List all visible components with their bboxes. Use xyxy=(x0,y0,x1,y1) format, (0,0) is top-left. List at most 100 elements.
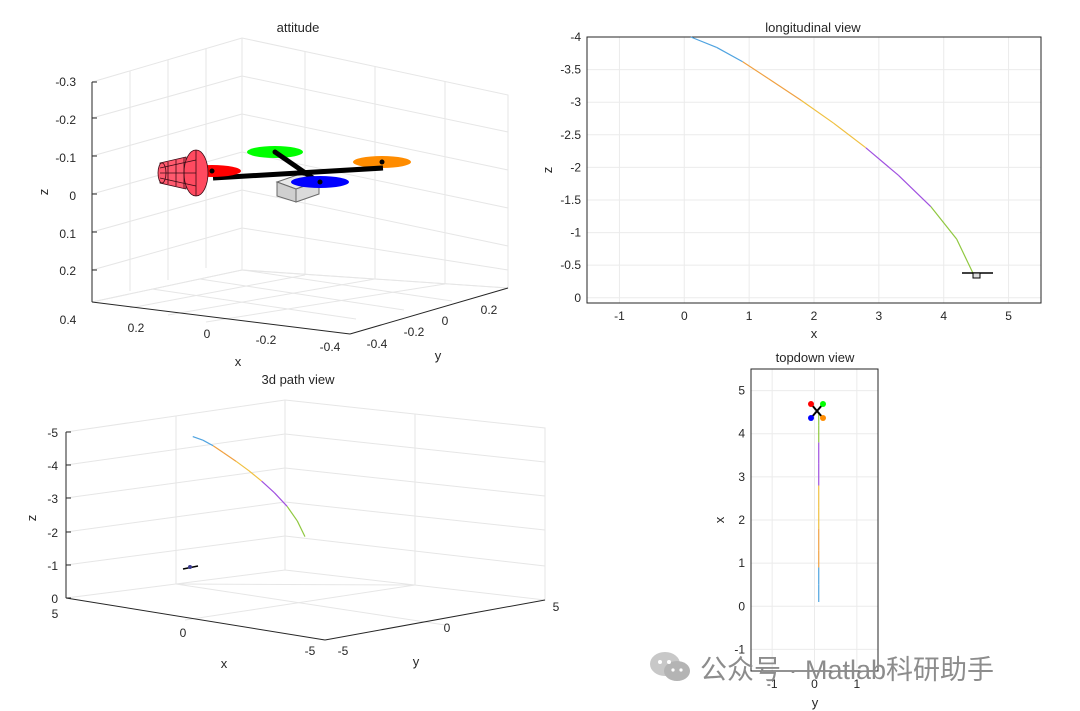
topdown-y-tick: 3 xyxy=(738,470,745,484)
attitude-z-tick: 0.1 xyxy=(59,227,76,241)
longitudinal-path-segment xyxy=(865,147,899,176)
topdown-y-tick: -1 xyxy=(734,642,745,656)
path3d-z-tickmarks xyxy=(66,431,71,599)
longitudinal-x-tick: 4 xyxy=(940,309,947,323)
longitudinal-vehicle xyxy=(962,272,993,279)
path3d-vehicle xyxy=(182,565,199,570)
longitudinal-y-tick: -3.5 xyxy=(560,63,581,77)
topdown-y-tick: 0 xyxy=(738,599,745,613)
wechat-icon xyxy=(650,652,690,681)
path3d-path-segment xyxy=(261,480,275,494)
watermark-text: 公众号 · Matlab科研助手 xyxy=(700,654,995,685)
topdown-x-label: y xyxy=(812,695,819,710)
path3d-x-tick: 0 xyxy=(180,626,187,640)
longitudinal-path-segment xyxy=(742,61,769,80)
attitude-x-label: x xyxy=(235,354,242,369)
attitude-axes xyxy=(91,82,509,335)
longitudinal-grid xyxy=(587,36,1041,303)
longitudinal-path-segment xyxy=(833,122,867,149)
longitudinal-x-tick: 2 xyxy=(811,309,818,323)
longitudinal-x-tick: 3 xyxy=(876,309,883,323)
longitudinal-path-segment xyxy=(956,238,974,274)
attitude-z-tick: -0.2 xyxy=(55,113,76,127)
topdown-x-tick: 1 xyxy=(853,677,860,691)
path3d-grid xyxy=(65,399,546,626)
path3d-z-ticks: -5 -4 -3 -2 -1 0 xyxy=(47,426,58,606)
attitude-x-tick: -0.2 xyxy=(256,333,277,347)
path3d-z-tick: 0 xyxy=(51,592,58,606)
path3d-axes xyxy=(65,432,546,641)
attitude-x-tick: 0 xyxy=(204,327,211,341)
path3d-path-segment xyxy=(248,470,262,482)
path3d-path-segment xyxy=(286,505,298,522)
topdown-y-tick: 1 xyxy=(738,556,745,570)
topdown-panel: topdown view -1 0 1 -1 0 1 2 3 4 5 y x xyxy=(712,350,879,710)
attitude-x-tick: -0.4 xyxy=(320,340,341,354)
longitudinal-path-segment xyxy=(716,46,743,63)
longitudinal-x-tick: 5 xyxy=(1005,309,1012,323)
longitudinal-y-tick: -0.5 xyxy=(560,258,581,272)
attitude-z-tick: 0 xyxy=(69,189,76,203)
longitudinal-path-segment xyxy=(690,36,717,48)
topdown-axes-box xyxy=(750,368,879,672)
path3d-x-ticks: 5 0 -5 xyxy=(52,607,316,658)
longitudinal-y-tick: -1.5 xyxy=(560,193,581,207)
attitude-z-ticks: -0.3 -0.2 -0.1 0 0.1 0.2 xyxy=(55,75,76,278)
topdown-x-ticks: -1 0 1 xyxy=(767,677,861,691)
longitudinal-x-tick: 1 xyxy=(746,309,753,323)
path3d-y-ticks: -5 0 5 xyxy=(338,600,560,658)
path3d-path-segment xyxy=(273,492,288,507)
topdown-rotor-right xyxy=(820,415,826,421)
path3d-z-tick: -3 xyxy=(47,492,58,506)
attitude-x-tick: 0.2 xyxy=(128,321,145,335)
longitudinal-y-tick: -2.5 xyxy=(560,128,581,142)
longitudinal-path-segment xyxy=(768,78,802,101)
path3d-x-tick: -5 xyxy=(305,644,316,658)
path3d-path xyxy=(192,436,306,537)
thrust-cone xyxy=(157,149,209,197)
topdown-rotor-front xyxy=(808,401,814,407)
attitude-z-label: z xyxy=(36,189,51,196)
topdown-x-tick: -1 xyxy=(767,677,778,691)
attitude-z-tick: 0.2 xyxy=(59,264,76,278)
longitudinal-y-tick: -2 xyxy=(570,160,581,174)
attitude-y-tick: 0.2 xyxy=(481,303,498,317)
attitude-y-tick: -0.4 xyxy=(367,337,388,351)
path3d-y-tick: 0 xyxy=(444,621,451,635)
path3d-x-tick: 5 xyxy=(52,607,59,621)
path3d-path-segment xyxy=(212,445,224,454)
path3d-y-tick: -5 xyxy=(338,644,349,658)
path3d-title: 3d path view xyxy=(262,372,336,387)
rotor-hubs xyxy=(209,149,385,185)
topdown-y-ticks: -1 0 1 2 3 4 5 xyxy=(734,384,745,657)
path3d-x-label: x xyxy=(221,656,228,671)
path3d-z-label: z xyxy=(24,515,39,522)
attitude-title: attitude xyxy=(277,20,320,35)
longitudinal-path-segment xyxy=(800,99,834,124)
attitude-z-tick: -0.3 xyxy=(55,75,76,89)
path3d-path-segment xyxy=(223,452,237,462)
path3d-y-label: y xyxy=(413,654,420,669)
path3d-z-tick: -4 xyxy=(47,459,58,473)
attitude-y-ticks: -0.4 -0.2 0 0.2 xyxy=(367,303,498,351)
longitudinal-x-tick: -1 xyxy=(614,309,625,323)
topdown-y-label: x xyxy=(712,516,727,523)
path3d-path-segment xyxy=(202,439,214,447)
path3d-y-tick: 5 xyxy=(553,600,560,614)
topdown-title: topdown view xyxy=(776,350,855,365)
attitude-x-tick: 0.4 xyxy=(60,313,77,327)
topdown-x-tick: 0 xyxy=(811,677,818,691)
attitude-panel: attitude xyxy=(36,20,509,369)
topdown-rotor-left xyxy=(820,401,826,407)
longitudinal-panel: longitudinal view -1 0 1 2 3 4 5 -4 -3.5… xyxy=(540,20,1042,341)
topdown-vehicle xyxy=(808,401,826,421)
attitude-z-tick: -0.1 xyxy=(55,151,76,165)
path3d-path-segment xyxy=(296,520,306,537)
longitudinal-axes-box xyxy=(586,36,1042,304)
longitudinal-y-tick: 0 xyxy=(574,291,581,305)
path3d-z-tick: -5 xyxy=(47,426,58,440)
longitudinal-x-tick: 0 xyxy=(681,309,688,323)
attitude-z-tickmarks xyxy=(92,81,97,271)
quadrotor-arm xyxy=(212,165,384,181)
